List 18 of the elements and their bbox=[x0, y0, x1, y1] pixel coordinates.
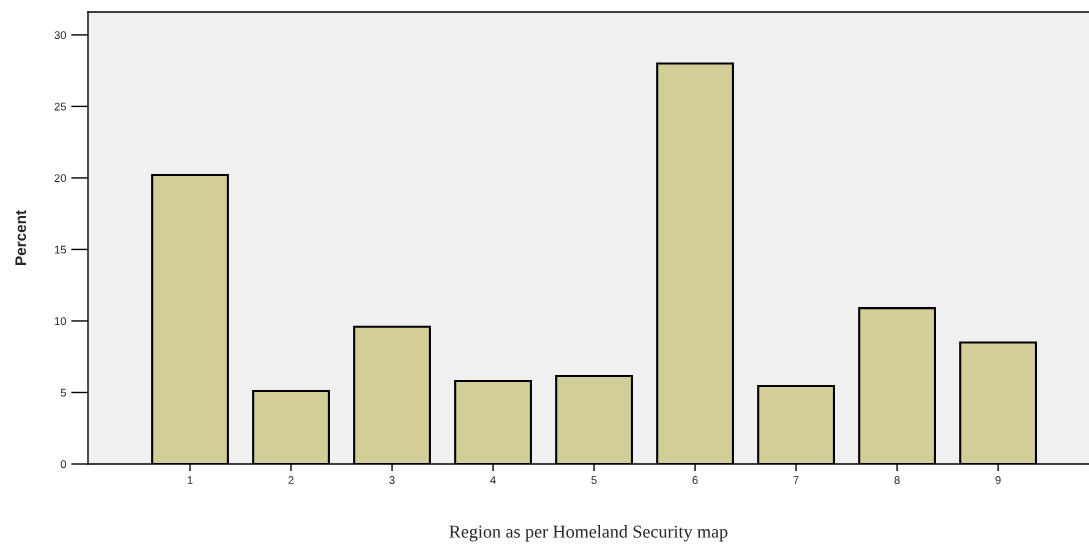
x-tick-label: 6 bbox=[692, 476, 698, 484]
x-tick-label: 4 bbox=[490, 476, 496, 484]
y-tick-label: 25 bbox=[54, 102, 67, 111]
x-tick-label: 1 bbox=[187, 476, 193, 484]
y-tick-label: 15 bbox=[54, 245, 67, 254]
x-tick-label: 8 bbox=[894, 476, 900, 484]
y-tick-label: 5 bbox=[60, 388, 67, 397]
x-tick-label: 2 bbox=[288, 476, 294, 484]
y-tick-label: 30 bbox=[54, 31, 67, 40]
y-tick-label: 10 bbox=[54, 317, 67, 326]
x-axis-title: Region as per Homeland Security map bbox=[449, 525, 728, 542]
y-tick-label: 0 bbox=[60, 460, 67, 469]
x-tick-label: 5 bbox=[591, 476, 597, 484]
y-tick-label: 20 bbox=[54, 174, 67, 183]
x-tick-label: 7 bbox=[793, 476, 799, 484]
y-axis-title: Percent bbox=[15, 210, 27, 265]
x-tick-label: 3 bbox=[389, 476, 395, 484]
x-tick-label: 9 bbox=[995, 476, 1001, 484]
